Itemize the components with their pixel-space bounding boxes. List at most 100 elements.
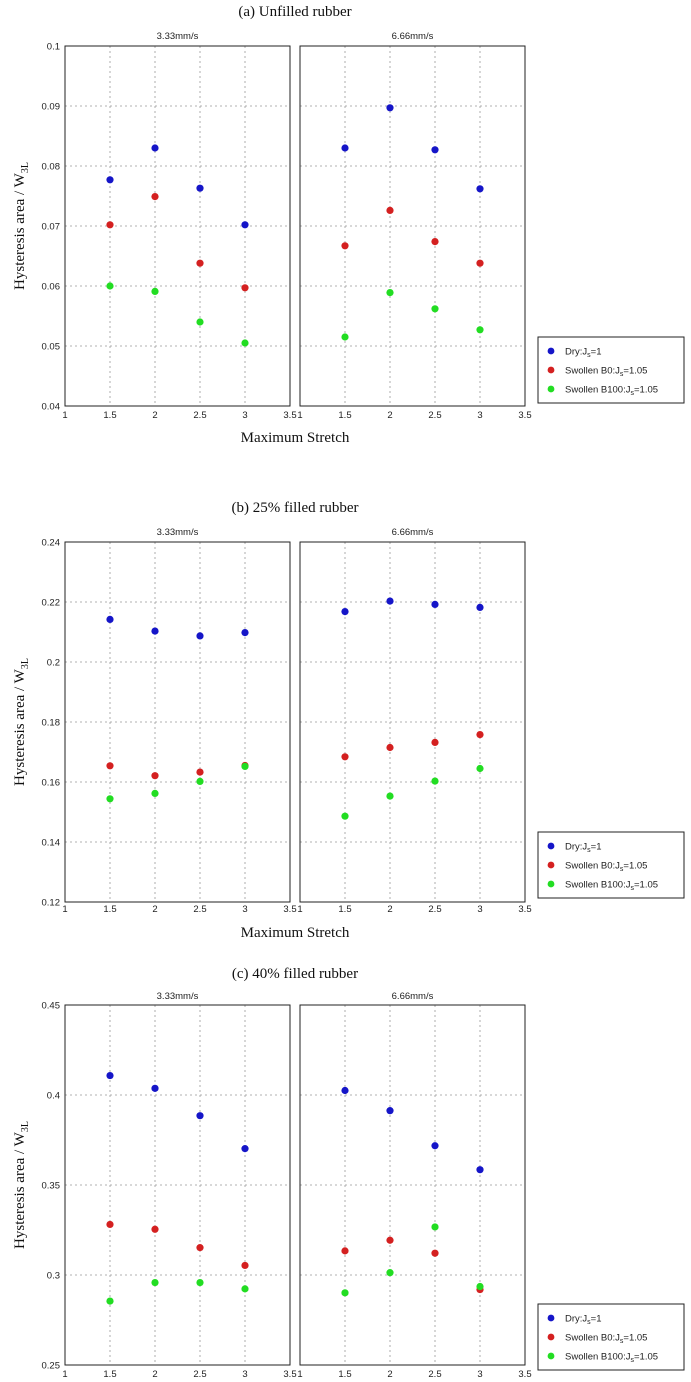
x-tick-label: 2 [387, 1369, 392, 1380]
y-tick-label: 0.09 [42, 102, 61, 113]
panel-0: 3.33mm/s 1 1.5 2 2.5 3 3.5 0.25 0.3 0.35 0.4 0.45 [42, 991, 297, 1380]
x-tick-label: 1.5 [103, 904, 116, 915]
x-tick-label: 3.5 [518, 410, 531, 421]
y-axis-label-sub: 3L [20, 658, 31, 669]
data-point [386, 289, 394, 297]
legend-label: Swollen B0:Js=1.05 [565, 861, 647, 874]
panel-0: 3.33mm/s 1 1.5 2 2.5 3 3.5 0.04 0.05 0.06 0.07 0.08… [42, 31, 297, 421]
y-tick-label: 0.16 [42, 778, 61, 789]
data-point [106, 221, 114, 229]
data-point [341, 333, 349, 341]
x-tick-label: 1.5 [338, 410, 351, 421]
data-point [106, 795, 114, 803]
y-tick-label: 0.12 [42, 898, 61, 909]
data-point [476, 1166, 484, 1174]
panel-subtitle: 6.66mm/s [392, 31, 434, 42]
data-point [341, 812, 349, 820]
series-0 [341, 104, 484, 193]
y-axis-label: Hysteresis area / W3L [12, 162, 31, 290]
y-axis-label-sub: 3L [20, 162, 31, 173]
x-tick-label: 1 [62, 904, 67, 915]
legend-marker [547, 861, 555, 869]
x-tick-label: 2 [387, 410, 392, 421]
x-tick-label: 1 [62, 410, 67, 421]
y-axis-label-main: Hysteresis area / W [12, 172, 28, 290]
x-tick-label: 1 [297, 410, 302, 421]
panel-subtitle: 6.66mm/s [392, 527, 434, 538]
legend-label-prefix: Swollen B100:J [565, 385, 631, 396]
data-point [431, 146, 439, 154]
x-axis-label: Maximum Stretch [241, 925, 350, 941]
y-axis-label-main: Hysteresis area / W [12, 668, 28, 786]
x-tick-label: 1.5 [338, 1369, 351, 1380]
x-tick-label: 2.5 [428, 1369, 441, 1380]
legend-label: Dry:Js=1 [565, 842, 602, 855]
legend-box [537, 831, 685, 899]
legend-label-suffix: =1 [591, 1314, 602, 1325]
data-point [341, 1247, 349, 1255]
y-tick-label: 0.45 [42, 1001, 61, 1012]
x-tick-label: 1.5 [338, 904, 351, 915]
legend-label-prefix: Dry:J [565, 842, 587, 853]
legend-label-sub: s [630, 390, 634, 397]
data-point [431, 305, 439, 313]
data-point [476, 603, 484, 612]
x-tick-label: 1.5 [103, 410, 116, 421]
panel-1: 6.66mm/s 1 1.5 2 2.5 3 3.5 [297, 527, 531, 915]
x-tick-label: 2.5 [428, 904, 441, 915]
series-2 [106, 762, 249, 803]
legend-label: Swollen B100:Js=1.05 [565, 1352, 658, 1365]
data-point [196, 777, 204, 786]
panel-frame [299, 1004, 526, 1366]
y-axis-label: Hysteresis area / W3L [12, 1121, 31, 1249]
x-tick-label: 3 [477, 904, 482, 915]
data-point [106, 282, 114, 290]
data-point [386, 104, 394, 112]
legend-label-sub: s [630, 1357, 634, 1364]
data-point [386, 1269, 394, 1277]
data-point [386, 597, 394, 605]
legend-label-sub: s [630, 885, 634, 892]
data-point [386, 206, 394, 214]
panel-subtitle: 3.33mm/s [157, 527, 199, 538]
data-point [241, 339, 249, 347]
data-point [196, 259, 204, 267]
data-point [196, 768, 204, 776]
x-tick-label: 3 [242, 904, 247, 915]
data-point [106, 615, 114, 624]
data-point [476, 1282, 484, 1291]
data-point [196, 184, 204, 192]
data-point [341, 1086, 349, 1095]
y-tick-label: 0.04 [42, 402, 61, 413]
x-tick-label: 2.5 [193, 410, 206, 421]
data-point [241, 1145, 249, 1153]
legend-label-prefix: Swollen B100:J [565, 880, 631, 891]
x-axis-label: Maximum Stretch [241, 430, 350, 446]
data-point [386, 743, 394, 752]
data-point [476, 764, 484, 773]
legend-box [537, 1303, 685, 1371]
legend-marker [547, 366, 555, 374]
legend-marker [547, 385, 555, 393]
panel-frame [64, 541, 291, 903]
x-tick-label: 1.5 [103, 1369, 116, 1380]
y-tick-label: 0.35 [42, 1181, 61, 1192]
data-point [151, 287, 159, 295]
data-point [151, 1278, 159, 1287]
x-tick-label: 3.5 [518, 904, 531, 915]
legend-label: Dry:Js=1 [565, 1314, 602, 1327]
x-tick-label: 2 [152, 904, 157, 915]
series-1 [341, 1236, 484, 1294]
data-point [431, 600, 439, 609]
series-2 [106, 1278, 249, 1305]
panel-subtitle: 6.66mm/s [392, 991, 434, 1002]
panel-frame [299, 541, 526, 903]
panel-subtitle: 3.33mm/s [157, 991, 199, 1002]
series-0 [106, 144, 249, 229]
x-tick-label: 3.5 [283, 904, 296, 915]
data-point [341, 242, 349, 250]
x-tick-label: 1 [297, 1369, 302, 1380]
panel-0: 3.33mm/s 1 1.5 2 2.5 3 3.5 0.12 0.14 0.16 0.18 0.2 0… [42, 527, 297, 915]
x-tick-label: 3 [477, 410, 482, 421]
